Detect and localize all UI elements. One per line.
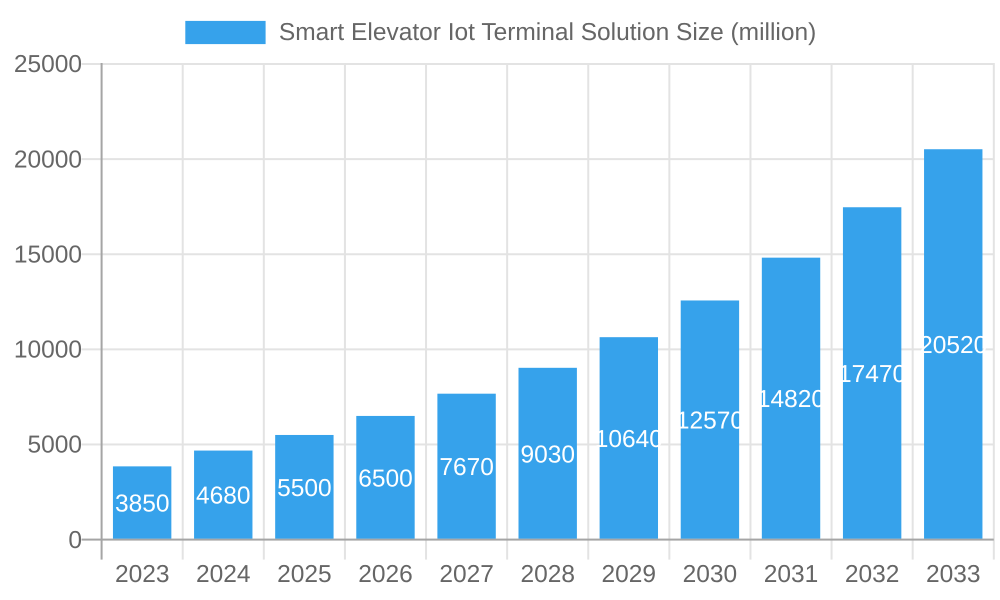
svg-text:2029: 2029 xyxy=(602,561,657,588)
svg-text:2032: 2032 xyxy=(845,561,900,588)
svg-text:2033: 2033 xyxy=(926,561,981,588)
svg-text:10000: 10000 xyxy=(14,337,82,364)
svg-text:5500: 5500 xyxy=(277,475,332,502)
svg-text:Smart Elevator Iot Terminal So: Smart Elevator Iot Terminal Solution Siz… xyxy=(279,19,816,46)
svg-text:12570: 12570 xyxy=(676,408,744,435)
svg-text:2026: 2026 xyxy=(358,561,413,588)
svg-text:0: 0 xyxy=(68,527,82,554)
svg-text:7670: 7670 xyxy=(439,454,494,481)
svg-text:10640: 10640 xyxy=(595,426,663,453)
svg-text:2027: 2027 xyxy=(439,561,494,588)
svg-text:5000: 5000 xyxy=(27,432,82,459)
svg-text:2028: 2028 xyxy=(520,561,575,588)
svg-text:20520: 20520 xyxy=(919,332,987,359)
svg-text:2025: 2025 xyxy=(277,561,332,588)
svg-text:15000: 15000 xyxy=(14,241,82,268)
svg-text:2030: 2030 xyxy=(683,561,738,588)
svg-text:3850: 3850 xyxy=(115,491,170,518)
svg-text:4680: 4680 xyxy=(196,483,251,510)
svg-text:2031: 2031 xyxy=(764,561,819,588)
svg-text:2023: 2023 xyxy=(115,561,170,588)
svg-text:14820: 14820 xyxy=(757,386,825,413)
svg-text:25000: 25000 xyxy=(14,51,82,78)
svg-text:20000: 20000 xyxy=(14,146,82,173)
svg-text:2024: 2024 xyxy=(196,561,251,588)
svg-text:9030: 9030 xyxy=(520,441,575,468)
svg-text:6500: 6500 xyxy=(358,465,413,492)
svg-text:17470: 17470 xyxy=(838,361,906,388)
